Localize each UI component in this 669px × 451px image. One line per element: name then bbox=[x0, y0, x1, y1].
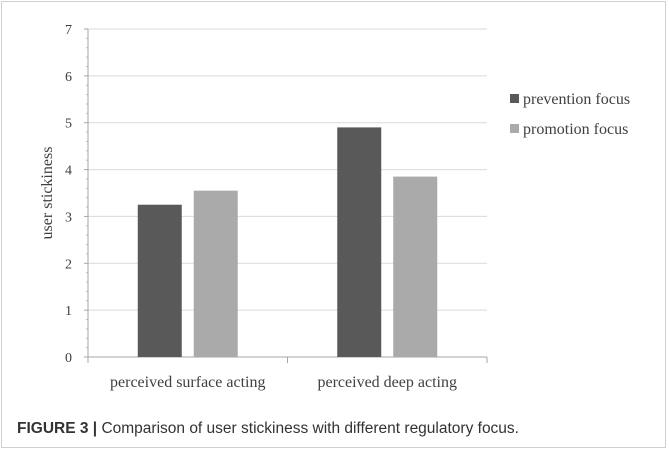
y-tick-label: 0 bbox=[65, 351, 72, 366]
legend-label: promotion focus bbox=[523, 121, 628, 138]
bar bbox=[393, 176, 438, 357]
y-tick-label: 6 bbox=[65, 70, 72, 85]
legend-swatch bbox=[510, 94, 519, 103]
y-axis-title: user stickiness bbox=[39, 147, 56, 240]
figure-caption-text: Comparison of user stickiness with diffe… bbox=[97, 420, 519, 437]
y-tick-label: 7 bbox=[65, 23, 72, 38]
y-tick-labels: 0 1 2 3 4 5 6 7 bbox=[65, 23, 72, 366]
x-tick-label: perceived surface acting bbox=[110, 374, 265, 391]
y-tick-label: 2 bbox=[65, 257, 72, 272]
bars bbox=[137, 127, 438, 358]
figure-caption-label: FIGURE 3 | bbox=[17, 420, 98, 437]
y-tick-label: 3 bbox=[65, 210, 72, 225]
bar bbox=[137, 204, 182, 357]
legend: prevention focus promotion focus bbox=[510, 91, 630, 138]
bar bbox=[337, 127, 382, 358]
figure-caption: FIGURE 3 | Comparison of user stickiness… bbox=[17, 420, 519, 438]
x-tick-label: perceived deep acting bbox=[318, 374, 457, 391]
x-tick-labels: perceived surface acting perceived deep a… bbox=[110, 374, 457, 391]
legend-label: prevention focus bbox=[523, 91, 630, 108]
bar bbox=[193, 190, 238, 357]
y-tick-label: 4 bbox=[65, 164, 72, 179]
legend-swatch bbox=[510, 124, 519, 133]
y-tick-label: 5 bbox=[65, 117, 72, 132]
y-tick-label: 1 bbox=[65, 304, 72, 319]
